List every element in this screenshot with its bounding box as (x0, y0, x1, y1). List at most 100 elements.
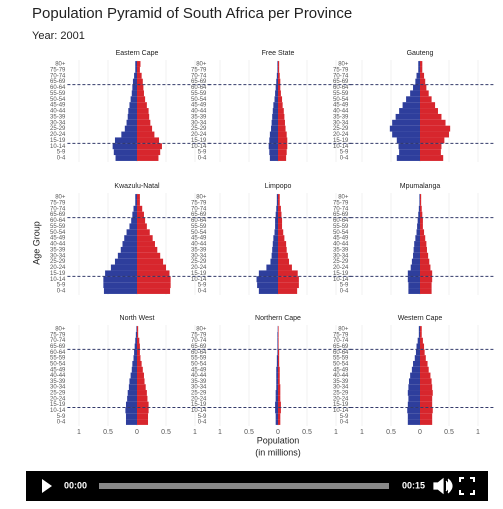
x-tick-label: 0.5 (302, 429, 312, 436)
y-tick-label: 60-64 (333, 218, 349, 224)
y-tick-label: 5-9 (340, 150, 349, 156)
bar (137, 288, 171, 294)
bar (137, 390, 147, 396)
bar (137, 90, 144, 97)
y-tick-label: 5-9 (57, 414, 66, 420)
bar (420, 102, 436, 109)
fullscreen-button[interactable] (459, 477, 475, 495)
bar (258, 288, 278, 294)
bar (278, 149, 287, 156)
bar (276, 378, 278, 385)
bar (137, 276, 171, 283)
x-tick-label: 0 (135, 429, 139, 436)
x-tick-label: 0.5 (161, 429, 171, 436)
bar (420, 194, 422, 200)
video-controls: 00:00 00:15 (26, 471, 488, 501)
y-tick-label: 75-79 (50, 332, 66, 338)
y-tick-label: 80+ (55, 62, 66, 68)
x-tick-label: 0 (276, 429, 280, 436)
bar (137, 137, 160, 144)
x-tick-label: 1 (77, 429, 81, 436)
bar (399, 108, 420, 114)
y-tick-label: 55-59 (50, 356, 66, 362)
bar (114, 258, 137, 265)
bar (120, 246, 137, 253)
y-tick-label: 5-9 (340, 283, 349, 289)
bar (278, 78, 281, 85)
y-tick-label: 45-49 (191, 367, 207, 373)
volume-button[interactable] (433, 477, 453, 495)
y-tick-label: 75-79 (50, 67, 66, 73)
bar (278, 96, 283, 103)
bar (420, 113, 442, 120)
bar (415, 78, 420, 85)
bar (103, 276, 137, 283)
bar (130, 96, 137, 103)
bar (420, 378, 432, 385)
bar (420, 331, 422, 338)
bar (419, 199, 420, 206)
bar (278, 378, 280, 385)
bar (275, 395, 278, 402)
bar (414, 355, 420, 361)
y-tick-label: 80+ (196, 195, 207, 201)
y-tick-label: 55-59 (191, 356, 207, 362)
bar (275, 407, 278, 414)
y-tick-label: 20-24 (333, 396, 349, 402)
bar (407, 276, 420, 283)
bar (135, 194, 137, 200)
progress-bar[interactable] (99, 483, 389, 489)
bar (137, 349, 140, 356)
bar (132, 360, 137, 367)
y-tick-label: 55-59 (333, 224, 349, 230)
y-tick-label: 80+ (338, 327, 349, 333)
y-tick-label: 10-14 (191, 144, 207, 150)
bar (420, 143, 442, 150)
panel-title: Limpopo (265, 183, 292, 190)
bar (278, 241, 287, 247)
y-tick-label: 10-14 (50, 277, 66, 283)
bar (137, 419, 149, 425)
bar (418, 326, 420, 332)
y-tick-label: 10-14 (333, 144, 349, 150)
y-tick-label: 55-59 (50, 224, 66, 230)
bar (278, 349, 280, 356)
y-tick-label: 20-24 (333, 265, 349, 271)
bar (137, 131, 155, 138)
play-button[interactable] (42, 479, 52, 493)
bar (128, 384, 137, 391)
bar (420, 246, 427, 253)
bar (420, 125, 451, 132)
bar (132, 211, 137, 218)
y-tick-label: 30-34 (50, 120, 66, 126)
bar (129, 378, 137, 385)
bar (420, 78, 426, 85)
bar (276, 72, 278, 79)
y-tick-label: 45-49 (333, 367, 349, 373)
bar (273, 102, 278, 109)
bar (271, 252, 278, 259)
y-tick-label: 40-44 (333, 373, 349, 379)
y-tick-label: 30-34 (333, 253, 349, 259)
bar (257, 282, 278, 289)
y-tick-label: 80+ (196, 62, 207, 68)
bar (278, 331, 279, 338)
bar (137, 366, 143, 373)
x-tick-label: 0.5 (244, 429, 254, 436)
bar (137, 407, 149, 414)
y-tick-label: 15-19 (50, 271, 66, 277)
bar (278, 194, 280, 200)
y-tick-label: 70-74 (50, 338, 66, 344)
y-tick-label: 0-4 (340, 420, 349, 426)
bar (416, 343, 420, 350)
bar (268, 143, 278, 150)
y-tick-label: 50-54 (50, 361, 66, 367)
bar (137, 223, 147, 230)
bar (272, 108, 278, 114)
bar (278, 276, 299, 283)
bar (122, 241, 137, 247)
bar (137, 102, 147, 109)
y-tick-label: 35-39 (333, 379, 349, 385)
bar (420, 72, 425, 79)
bar (115, 155, 137, 161)
